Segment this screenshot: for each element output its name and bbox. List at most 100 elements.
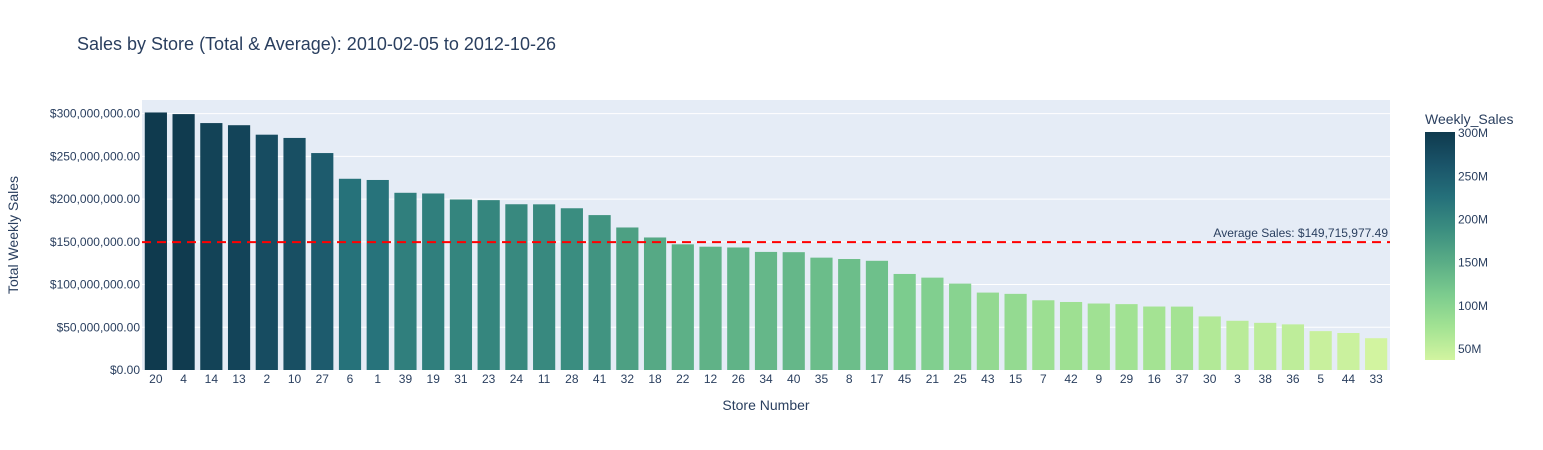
bar-store-6 <box>338 178 362 370</box>
colorbar-tick-label: 50M <box>1458 342 1481 356</box>
x-tick-label: 18 <box>648 372 662 386</box>
bar-store-38 <box>1254 322 1277 370</box>
bar-store-10 <box>283 137 306 370</box>
x-tick-label: 10 <box>288 372 302 386</box>
bar-store-36 <box>1281 324 1305 370</box>
colorbar: Weekly_Sales 50M 100M 150M 200M 250M 300M <box>1425 111 1513 360</box>
bar-store-44 <box>1337 333 1360 370</box>
y-tick-label: $100,000,000.00 <box>50 278 140 292</box>
bar-store-16 <box>1143 306 1166 370</box>
bar-store-25 <box>949 283 972 370</box>
colorbar-tick-label: 300M <box>1458 126 1488 140</box>
x-tick-label: 43 <box>981 372 995 386</box>
bar-store-33 <box>1365 338 1388 370</box>
y-tick-label: $0.00 <box>110 363 140 377</box>
bar-store-23 <box>477 200 500 370</box>
bar-store-1 <box>366 179 389 370</box>
bar-store-20 <box>144 112 167 371</box>
bar-store-5 <box>1309 331 1332 370</box>
average-layer: Average Sales: $149,715,977.49 <box>142 226 1390 244</box>
bar-store-3 <box>1226 320 1249 370</box>
x-tick-label: 38 <box>1259 372 1273 386</box>
bar-store-12 <box>699 246 722 370</box>
x-tick-label: 23 <box>482 372 496 386</box>
bars <box>144 112 1388 371</box>
x-tick-label: 25 <box>953 372 967 386</box>
x-tick-label: 33 <box>1369 372 1383 386</box>
colorbar-gradient <box>1425 132 1455 360</box>
x-tick-label: 5 <box>1317 372 1324 386</box>
x-tick-label: 13 <box>232 372 246 386</box>
x-tick-label: 42 <box>1064 372 1078 386</box>
x-tick-label: 32 <box>621 372 635 386</box>
bar-store-37 <box>1170 306 1194 370</box>
x-tick-label: 16 <box>1148 372 1162 386</box>
bar-store-40 <box>782 252 805 370</box>
y-tick-label: $250,000,000.00 <box>50 149 140 163</box>
x-tick-label: 9 <box>1095 372 1102 386</box>
x-tick-label: 2 <box>263 372 270 386</box>
bar-store-41 <box>588 215 611 370</box>
bar-store-32 <box>616 227 639 370</box>
colorbar-tick-label: 150M <box>1458 256 1488 270</box>
x-axis-title: Store Number <box>722 397 809 413</box>
bar-store-2 <box>255 134 278 370</box>
bar-store-45 <box>893 273 916 370</box>
x-tick-label: 26 <box>732 372 746 386</box>
colorbar-tick-label: 250M <box>1458 169 1488 183</box>
x-tick-label: 27 <box>316 372 330 386</box>
bar-store-28 <box>560 208 583 370</box>
x-tick-label: 17 <box>870 372 884 386</box>
bar-store-26 <box>727 247 750 370</box>
x-tick-label: 4 <box>180 372 187 386</box>
bar-store-22 <box>671 244 694 370</box>
bar-store-24 <box>505 204 528 370</box>
average-label: Average Sales: $149,715,977.49 <box>1213 226 1388 240</box>
x-tick-label: 37 <box>1175 372 1189 386</box>
bar-store-17 <box>865 260 889 370</box>
colorbar-tick-label: 100M <box>1458 299 1488 313</box>
bar-store-34 <box>754 251 778 370</box>
x-tick-label: 22 <box>676 372 690 386</box>
x-tick-label: 35 <box>815 372 829 386</box>
x-tick-label: 14 <box>205 372 219 386</box>
bar-store-7 <box>1032 300 1055 370</box>
colorbar-tick-label: 200M <box>1458 213 1488 227</box>
x-tick-label: 11 <box>538 372 551 386</box>
colorbar-title: Weekly_Sales <box>1425 111 1513 127</box>
bar-store-13 <box>227 125 251 371</box>
bar-store-8 <box>838 259 861 370</box>
y-tick-label: $150,000,000.00 <box>50 235 140 249</box>
x-tick-label: 36 <box>1286 372 1300 386</box>
x-tick-label: 30 <box>1203 372 1217 386</box>
bar-store-35 <box>810 257 833 370</box>
bar-store-31 <box>449 199 473 370</box>
bar-store-14 <box>200 123 223 371</box>
bar-store-30 <box>1198 316 1221 370</box>
bar-store-29 <box>1115 304 1138 370</box>
x-tick-label: 28 <box>565 372 579 386</box>
x-tick-label: 31 <box>454 372 468 386</box>
bar-store-18 <box>643 237 667 370</box>
x-tick-label: 19 <box>427 372 441 386</box>
x-tick-label: 20 <box>149 372 163 386</box>
colorbar-ticks: 50M 100M 150M 200M 250M 300M <box>1458 126 1488 356</box>
x-tick-labels: 20 4 14 13 2 10 27 6 1 39 19 31 23 24 11 28 41 32 18 22 12 26… <box>149 372 1383 386</box>
bar-store-11 <box>533 204 556 370</box>
bar-store-39 <box>394 192 417 370</box>
x-tick-label: 8 <box>846 372 853 386</box>
x-tick-label: 34 <box>759 372 773 386</box>
bar-store-42 <box>1059 301 1083 370</box>
bar-store-4 <box>172 114 195 370</box>
chart-title: Sales by Store (Total & Average): 2010-0… <box>77 34 556 54</box>
bar-store-19 <box>422 193 445 370</box>
bar-store-43 <box>976 292 999 370</box>
x-tick-label: 45 <box>898 372 912 386</box>
bar-store-27 <box>311 153 334 370</box>
x-tick-label: 15 <box>1009 372 1023 386</box>
x-tick-label: 21 <box>926 372 940 386</box>
x-tick-label: 40 <box>787 372 801 386</box>
y-axis-title: Total Weekly Sales <box>5 176 21 294</box>
bar-store-9 <box>1087 303 1110 370</box>
